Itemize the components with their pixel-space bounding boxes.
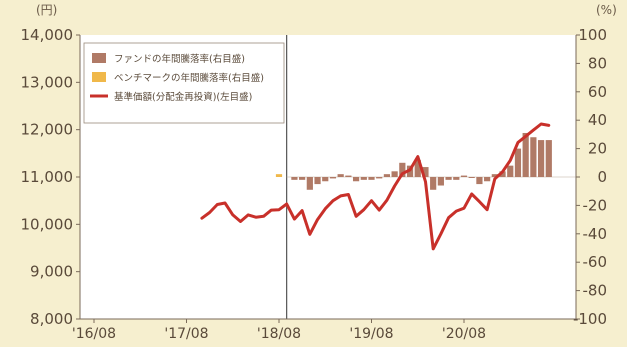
x-tick-label: '19/08: [349, 326, 393, 342]
line-layer: [200, 122, 551, 251]
x-tick-label: '18/08: [257, 326, 301, 342]
fund-return-bar: [299, 177, 306, 180]
right-tick-label: -20: [583, 196, 608, 214]
left-axis-unit: (円): [36, 3, 57, 17]
left-tick-label: 8,000: [30, 310, 73, 328]
left-tick-label: 10,000: [21, 215, 74, 233]
x-tick-label: '20/08: [442, 326, 486, 342]
fund-return-bar: [445, 177, 452, 180]
fund-return-bar: [291, 177, 298, 180]
fund-return-bar: [484, 177, 491, 182]
right-tick-label: 60: [588, 83, 607, 101]
right-tick-label: 20: [588, 140, 607, 158]
benchmark-return-bar: [275, 174, 283, 177]
legend-fund-swatch: [92, 53, 106, 63]
fund-return-bar: [368, 177, 375, 180]
fund-return-bar: [376, 177, 383, 179]
fund-return-bar: [329, 177, 337, 179]
fund-return-bar: [507, 165, 514, 177]
left-tick-label: 9,000: [30, 263, 73, 281]
right-tick-label: 100: [578, 26, 607, 44]
fund-return-bar: [322, 177, 329, 182]
right-tick-label: -40: [583, 225, 608, 243]
legend-label: ベンチマークの年間騰落率(右目盛): [114, 72, 264, 84]
fund-return-bar: [399, 162, 406, 177]
left-tick-label: 11,000: [21, 168, 74, 186]
fund-return-bar: [345, 175, 352, 177]
right-tick-label: 0: [597, 168, 607, 186]
legend-label: ファンドの年間騰落率(右目盛): [114, 53, 245, 65]
fund-return-bar: [468, 177, 475, 178]
fund-return-bar: [306, 177, 313, 190]
x-tick-label: '17/08: [164, 326, 208, 342]
fund-return-bar: [437, 177, 444, 186]
legend: ファンドの年間騰落率(右目盛) ベンチマークの年間騰落率(右目盛) 基準価額(分配金…: [83, 42, 285, 124]
right-tick-label: -60: [583, 253, 608, 271]
right-tick-label: -80: [583, 282, 608, 300]
axes-layer: 8,000 9,000 10,000 11,000 12,000 13,000 14,000…: [21, 3, 617, 342]
fund-return-bar: [314, 177, 321, 185]
fund-return-bar: [499, 171, 506, 177]
nav-line: [200, 122, 551, 251]
fund-return-bar: [491, 174, 498, 177]
right-tick-label: -100: [573, 310, 607, 328]
fund-return-bar: [352, 177, 360, 182]
fund-return-bar: [530, 137, 537, 177]
fund-return-bar: [422, 167, 429, 177]
fund-return-bar: [537, 140, 545, 177]
left-tick-label: 13,000: [21, 73, 74, 91]
fund-return-bar: [430, 177, 437, 190]
fund-return-bar: [414, 159, 421, 177]
fund-return-bar: [514, 148, 522, 177]
left-tick-label: 14,000: [21, 26, 74, 44]
right-axis-unit: (%): [596, 3, 617, 17]
fund-return-bar: [460, 175, 468, 177]
fund-return-bar: [522, 132, 529, 177]
legend-label: 基準価額(分配金再投資)(左目盛): [114, 91, 252, 103]
fund-return-bar: [476, 177, 483, 185]
x-tick-label: '16/08: [72, 326, 116, 342]
right-tick-label: 80: [588, 54, 607, 72]
fund-return-bar: [391, 171, 398, 177]
fund-return-bar: [453, 177, 460, 180]
legend-benchmark-swatch: [92, 72, 106, 82]
fund-return-bar: [337, 174, 344, 177]
fund-return-bar: [383, 174, 391, 177]
fund-return-bar: [545, 140, 552, 177]
legend-box: [83, 42, 285, 124]
fund-return-bar: [360, 177, 367, 180]
right-tick-label: 40: [588, 111, 607, 129]
left-tick-label: 12,000: [21, 121, 74, 139]
